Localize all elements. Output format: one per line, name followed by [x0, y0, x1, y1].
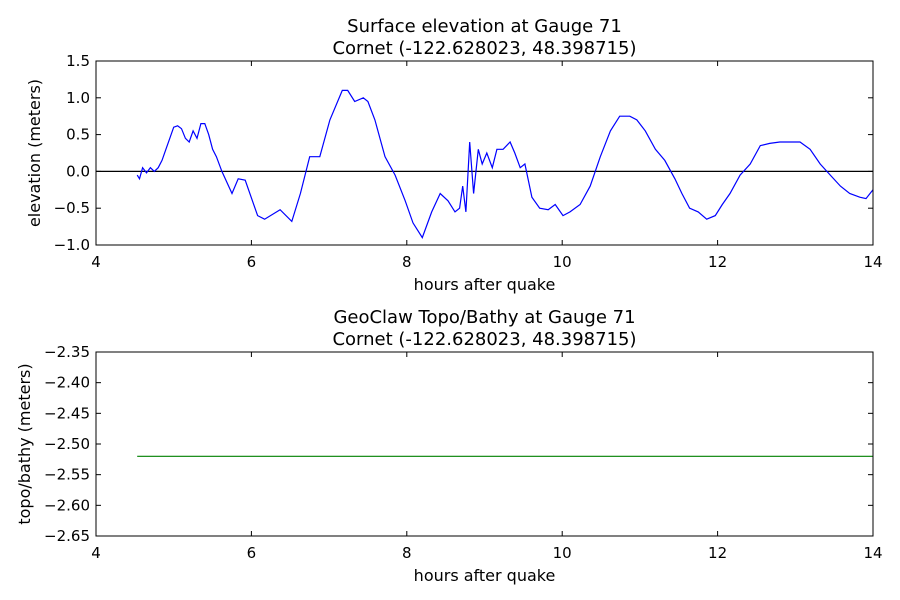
y-tick-label: −2.50 [44, 435, 90, 453]
x-axis-label: hours after quake [414, 566, 556, 585]
x-tick-label: 10 [553, 253, 572, 271]
x-axis-label: hours after quake [414, 275, 556, 294]
y-tick-label: 1.0 [66, 89, 90, 107]
x-tick-label: 8 [402, 544, 412, 562]
chart-title: Cornet (-122.628023, 48.398715) [332, 38, 636, 59]
chart-title: Cornet (-122.628023, 48.398715) [332, 329, 636, 350]
y-tick-label: −2.60 [44, 496, 90, 514]
y-tick-label: −2.40 [44, 374, 90, 392]
x-tick-label: 6 [247, 544, 257, 562]
y-tick-label: −1.0 [54, 236, 90, 254]
y-tick-label: −0.5 [54, 199, 90, 217]
plot-frame [95, 351, 874, 537]
y-tick-label: 0.0 [66, 162, 90, 180]
y-tick-label: 0.5 [66, 126, 90, 144]
y-tick-label: −2.35 [44, 343, 90, 361]
x-tick-label: 8 [402, 253, 412, 271]
x-tick-label: 14 [863, 544, 882, 562]
x-tick-label: 12 [708, 253, 727, 271]
chart-title: GeoClaw Topo/Bathy at Gauge 71 [333, 307, 635, 328]
plot-frame [95, 60, 874, 246]
data-line [136, 89, 874, 239]
x-tick-label: 4 [91, 544, 101, 562]
y-tick-label: −2.55 [44, 466, 90, 484]
chart-title: Surface elevation at Gauge 71 [347, 16, 622, 37]
y-tick-label: −2.65 [44, 527, 90, 545]
x-tick-label: 14 [863, 253, 882, 271]
x-tick-label: 4 [91, 253, 101, 271]
y-tick-label: −2.45 [44, 404, 90, 422]
x-tick-label: 10 [553, 544, 572, 562]
x-tick-label: 6 [247, 253, 257, 271]
y-tick-label: 1.5 [66, 52, 90, 70]
x-tick-label: 12 [708, 544, 727, 562]
y-axis-label: elevation (meters) [25, 79, 44, 227]
y-axis-label: topo/bathy (meters) [15, 363, 34, 524]
